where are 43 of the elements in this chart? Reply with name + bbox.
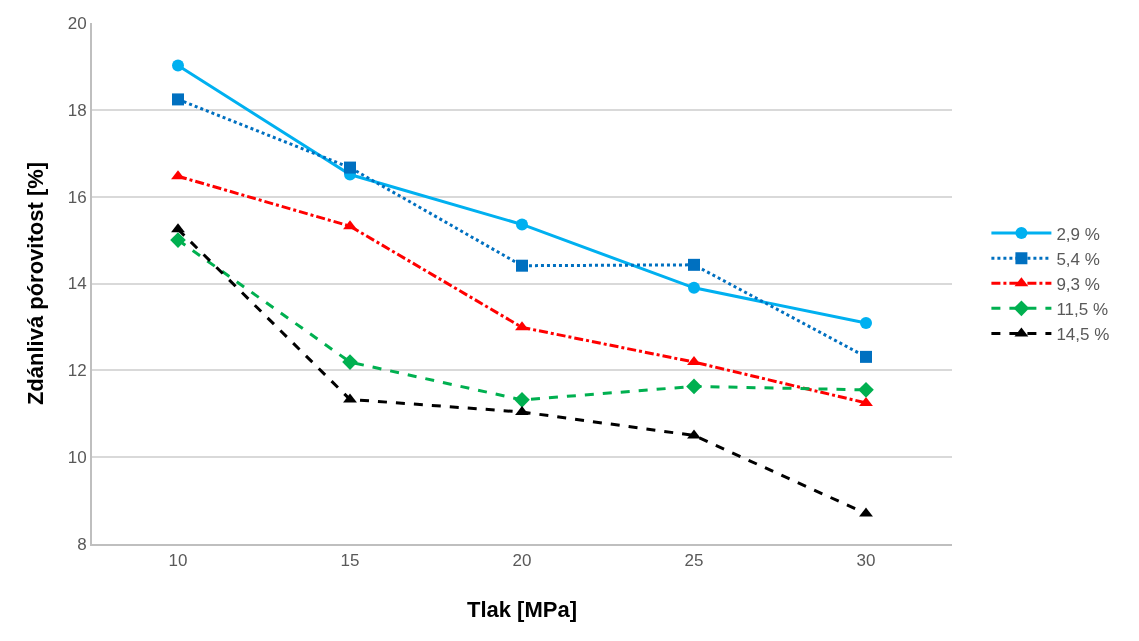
x-axis-title: Tlak [MPa] [466,596,578,622]
legend-label: 2,9 % [1056,224,1100,244]
point [515,406,529,416]
point [343,393,357,403]
x-tick-label: 15 [340,551,360,571]
y-tick-label: 12 [67,361,87,381]
point [688,281,700,294]
point [859,396,873,406]
point [516,259,528,272]
point [172,93,184,106]
legend-label: 11,5 % [1056,299,1109,319]
point [344,161,356,174]
legend-label: 14,5 % [1056,325,1110,345]
y-tick-label: 18 [67,100,87,120]
point [860,350,872,363]
legend-label: 5,4 % [1056,249,1100,269]
point [515,321,529,331]
point [514,392,530,408]
x-tick-label: 10 [168,551,188,571]
legend-label: 9,3 % [1056,274,1100,294]
y-tick-label: 20 [67,13,87,33]
point [172,59,184,72]
y-axis-title: Zdánlivá pórovitost [%] [22,161,48,406]
y-tick-label: 10 [67,448,87,468]
point [170,232,186,248]
x-tick-label: 30 [856,551,876,571]
y-tick-label: 14 [67,274,87,294]
point [171,170,185,180]
point [859,507,873,517]
point [687,356,701,366]
y-tick-label: 16 [67,187,87,207]
point [171,223,185,233]
point [688,258,700,271]
point [858,382,874,398]
point [860,317,872,329]
point [516,218,528,231]
x-tick-label: 25 [684,551,704,571]
point [686,378,702,395]
point [687,429,701,439]
y-tick-label: 8 [77,534,87,554]
point [343,220,357,230]
point [342,354,358,370]
x-tick-label: 20 [512,551,532,571]
